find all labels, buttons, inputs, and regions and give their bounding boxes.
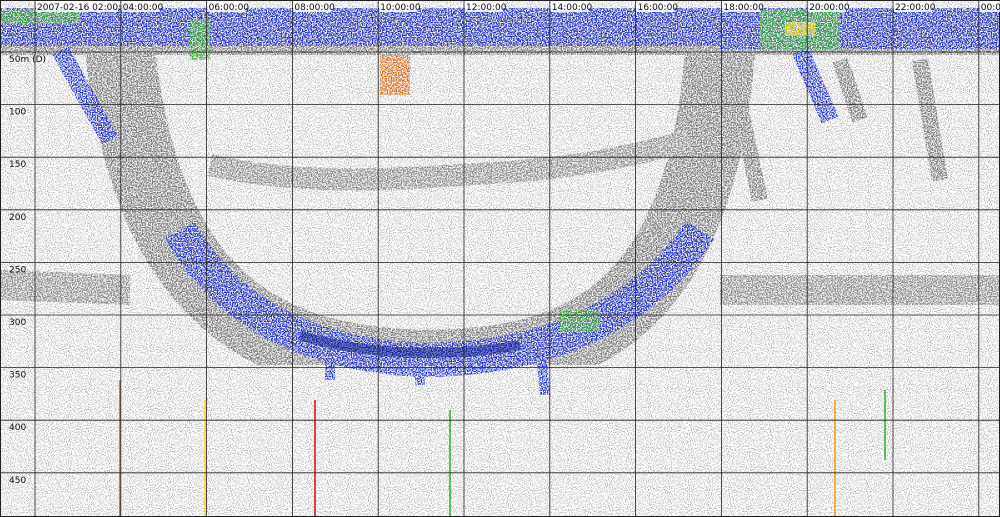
time-label: 10:00:00 [380, 3, 421, 13]
echo-texture [0, 0, 1000, 517]
depth-label: 50m (D) [9, 55, 46, 65]
time-label: 04:00:00 [123, 3, 164, 13]
depth-label: 150 [9, 160, 26, 170]
time-label: 16:00:00 [638, 3, 679, 13]
time-label: 18:00:00 [723, 3, 764, 13]
time-label: 14:00:00 [552, 3, 593, 13]
depth-label: 200 [9, 213, 26, 223]
page: Echogram {"time_axis": {"labels": ["2007… [0, 0, 1000, 517]
time-label: 08:00:00 [294, 3, 335, 13]
depth-label: 450 [9, 476, 26, 486]
time-label: 2007-02-16 02:00:00 [37, 3, 133, 13]
time-label: 20:00:00 [809, 3, 850, 13]
depth-label: 100 [9, 108, 26, 118]
body: 2007-02-16 02:00:0004:00:00 06:00:00 08:00… [0, 0, 1000, 517]
time-label: 06:00:00 [209, 3, 250, 13]
time-label: 22:00:00 [895, 3, 936, 13]
depth-label: 300 [9, 318, 26, 328]
time-label: 00:00 [981, 3, 1000, 13]
echogram: 2007-02-16 02:00:0004:00:00 06:00:00 08:00… [0, 0, 1000, 517]
depth-label: 350 [9, 371, 26, 381]
depth-label: 250 [9, 265, 26, 275]
depth-label: 400 [9, 423, 26, 433]
time-label: 12:00:00 [466, 3, 507, 13]
